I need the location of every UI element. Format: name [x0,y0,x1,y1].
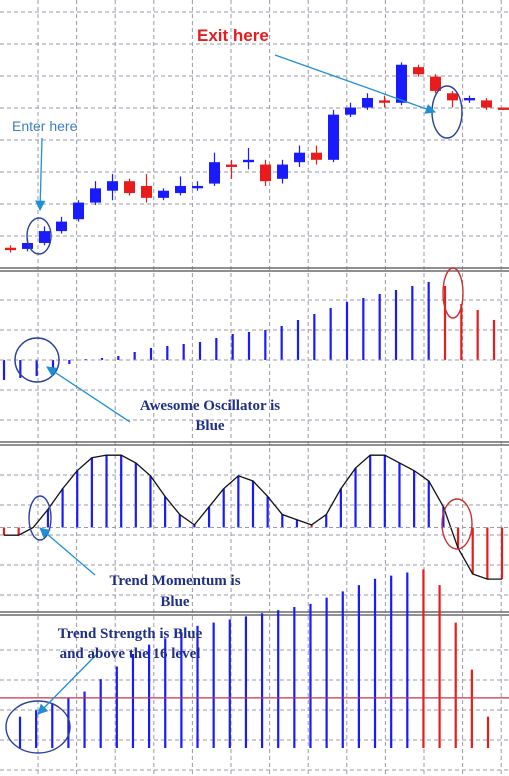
ao-label-line1: Awesome Oscillator is [140,398,280,414]
entry-ellipse-price [26,217,52,255]
awesome-oscillator-panel [0,282,509,380]
ao-label-line2: Blue [195,418,225,434]
ts-label-line2: and above the 16 level [60,646,201,662]
candle-body [243,159,254,163]
exit-label: Exit here [197,26,269,45]
price-panel [5,62,509,253]
candle-body [141,185,152,198]
trend-strength-panel [0,569,509,748]
candle-body [413,67,424,75]
candle-body [5,247,16,251]
annotation-overlays [5,54,473,754]
tm-exit-ellipse [441,498,473,550]
tm-label-line1: Trend Momentum is [109,573,240,589]
candle-body [311,152,322,160]
candle-body [328,114,339,160]
candle-body [158,190,169,198]
ts-label-line1: Trend Strength is Blue [58,626,203,642]
candle-body [345,107,356,115]
ao-entry-ellipse [14,337,60,383]
candle-body [294,152,305,163]
candle-body [277,164,288,179]
tm-entry-ellipse [28,495,52,541]
candle-body [192,185,203,189]
trend-momentum-line [4,454,502,580]
candle-body [430,76,441,91]
candle-body [107,181,118,191]
candle-body [175,185,186,194]
ao-exit-ellipse [442,267,464,319]
candle-body [379,100,390,103]
candle-body [362,98,373,108]
candle-body [124,181,135,194]
ts-entry-ellipse [5,700,71,754]
trend-momentum-panel [0,454,509,580]
candle-body [56,221,67,232]
candle-body [209,162,220,184]
candle-body [39,231,50,243]
candle-body [90,188,101,203]
enter-arrow [35,137,46,212]
candle-body [396,64,407,103]
candle-body [498,107,509,110]
tm-label-line2: Blue [160,594,190,610]
candle-body [22,242,33,249]
candle-body [481,100,492,108]
ts-arrow [37,654,97,715]
candle-body [464,98,475,101]
candle-body [73,202,84,220]
exit-arrow [274,54,436,114]
candle-body [226,164,237,167]
tm-arrow [39,527,96,576]
enter-label: Enter here [12,118,78,134]
candle-body [260,164,271,182]
ao-arrow [46,366,131,423]
candle-body [447,93,458,101]
